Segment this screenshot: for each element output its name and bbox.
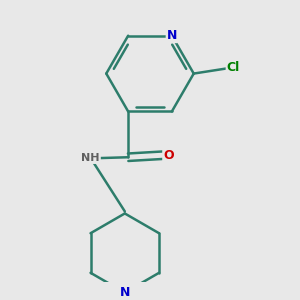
Text: Cl: Cl [227,61,240,74]
Text: O: O [163,149,174,162]
Text: N: N [120,286,130,299]
Text: NH: NH [81,153,100,163]
Text: N: N [167,29,177,42]
